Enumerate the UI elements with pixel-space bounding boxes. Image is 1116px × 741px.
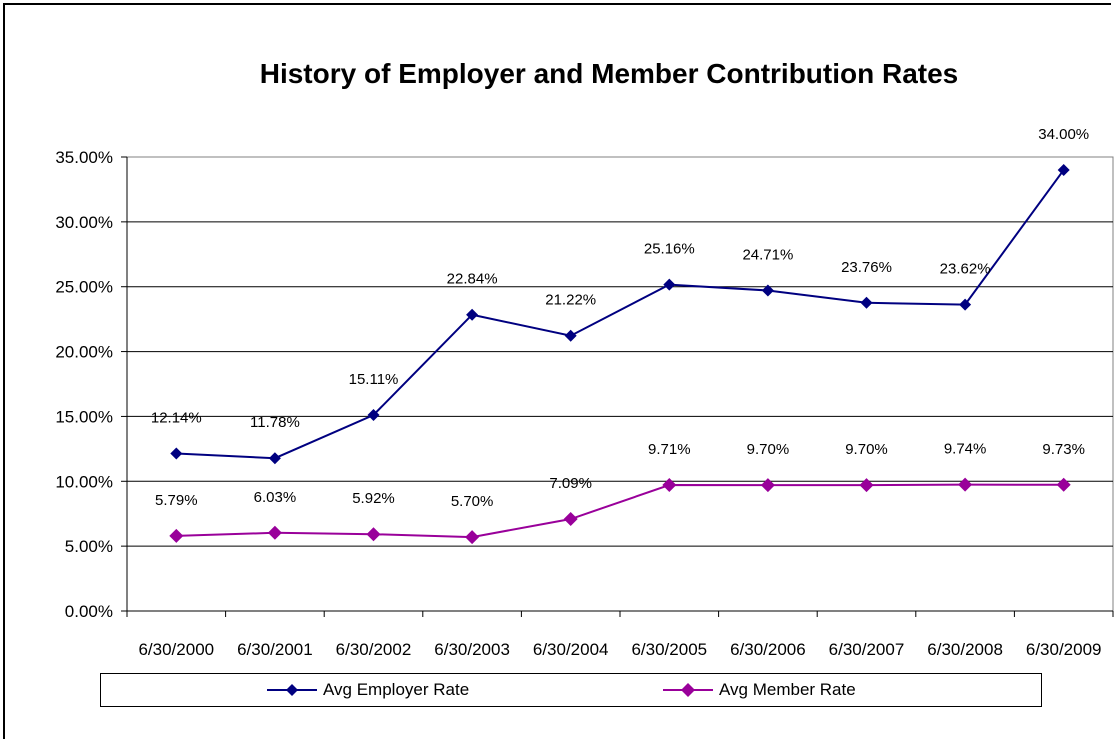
data-point (662, 478, 676, 492)
data-point (367, 527, 381, 541)
data-label: 22.84% (447, 271, 498, 288)
data-point (1057, 478, 1071, 492)
legend-label-employer: Avg Employer Rate (323, 680, 469, 700)
data-point (761, 478, 775, 492)
data-label: 9.73% (1042, 441, 1085, 458)
data-point (170, 448, 182, 460)
y-tick-label: 20.00% (55, 343, 113, 362)
x-tick-label: 6/30/2005 (631, 640, 707, 659)
y-tick-label: 35.00% (55, 148, 113, 167)
data-point (958, 478, 972, 492)
data-label: 9.71% (648, 441, 691, 458)
data-label: 15.11% (349, 371, 399, 388)
x-tick-label: 6/30/2002 (336, 640, 412, 659)
legend-label-member: Avg Member Rate (719, 680, 856, 700)
y-tick-label: 30.00% (55, 213, 113, 232)
data-point (465, 530, 479, 544)
chart-legend: Avg Employer Rate Avg Member Rate (100, 673, 1042, 707)
x-tick-label: 6/30/2001 (237, 640, 313, 659)
data-label: 5.70% (451, 493, 494, 510)
y-tick-label: 15.00% (55, 407, 113, 426)
y-tick-label: 25.00% (55, 278, 113, 297)
data-label: 9.70% (747, 441, 790, 458)
data-point (565, 330, 577, 342)
series-line-0 (176, 170, 1063, 458)
data-point (169, 529, 183, 543)
data-label: 23.76% (841, 259, 892, 276)
x-tick-label: 6/30/2004 (533, 640, 609, 659)
data-point (269, 452, 281, 464)
x-tick-label: 6/30/2009 (1026, 640, 1102, 659)
data-label: 9.74% (944, 441, 987, 458)
y-tick-label: 5.00% (65, 537, 113, 556)
legend-item-employer: Avg Employer Rate (265, 674, 469, 706)
data-point (861, 297, 873, 309)
data-label: 7.09% (549, 475, 592, 492)
data-point (663, 279, 675, 291)
data-point (860, 478, 874, 492)
data-label: 21.22% (545, 292, 596, 309)
plot-area (127, 157, 1113, 611)
y-tick-label: 0.00% (65, 602, 113, 621)
data-label: 5.92% (352, 490, 395, 507)
data-point (268, 526, 282, 540)
data-point (564, 512, 578, 526)
data-label: 12.14% (151, 410, 202, 427)
data-label: 5.79% (155, 492, 198, 509)
data-label: 6.03% (254, 489, 297, 506)
data-label: 25.16% (644, 241, 695, 258)
data-label: 11.78% (250, 414, 300, 431)
legend-marker-member (661, 683, 715, 697)
x-tick-label: 6/30/2008 (927, 640, 1003, 659)
data-label: 34.00% (1038, 126, 1089, 143)
series-line-1 (176, 485, 1063, 537)
x-tick-label: 6/30/2007 (829, 640, 905, 659)
data-label: 9.70% (845, 441, 888, 458)
data-label: 23.62% (940, 261, 991, 278)
legend-item-member: Avg Member Rate (661, 674, 856, 706)
legend-marker-employer (265, 683, 319, 697)
y-tick-label: 10.00% (55, 472, 113, 491)
x-tick-label: 6/30/2003 (434, 640, 510, 659)
x-tick-label: 6/30/2000 (138, 640, 214, 659)
x-tick-label: 6/30/2006 (730, 640, 806, 659)
data-label: 24.71% (742, 246, 793, 263)
